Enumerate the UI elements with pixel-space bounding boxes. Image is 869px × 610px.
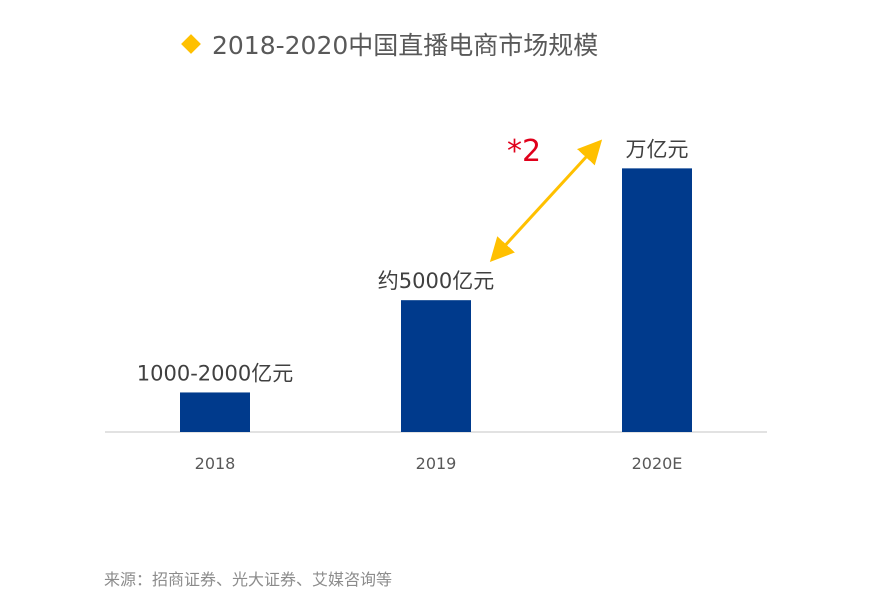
- data-label: 万亿元: [626, 137, 689, 161]
- growth-multiplier-label: *2: [507, 134, 541, 169]
- data-label: 1000-2000亿元: [137, 361, 293, 385]
- chart-title: 2018-2020中国直播电商市场规模: [180, 26, 598, 62]
- bar-2019: [401, 300, 471, 432]
- x-tick-label: 2020E: [632, 454, 683, 473]
- data-label: 约5000亿元: [378, 269, 494, 293]
- growth-arrow: [489, 139, 603, 263]
- source-note: 来源：招商证券、光大证券、艾媒咨询等: [104, 570, 393, 589]
- bar-2020E: [622, 168, 692, 432]
- chart-title-text: 2018-2020中国直播电商市场规模: [212, 31, 599, 60]
- x-tick-label: 2018: [195, 454, 236, 473]
- bar-2018: [180, 392, 250, 432]
- x-tick-label: 2019: [416, 454, 457, 473]
